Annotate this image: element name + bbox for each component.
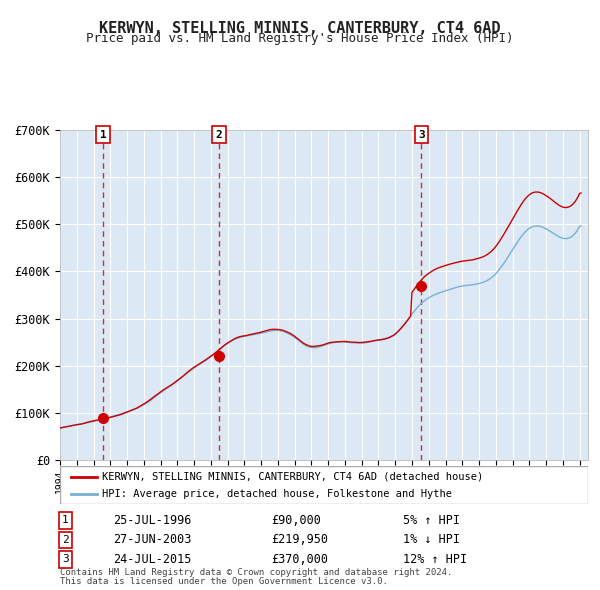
Text: 25-JUL-1996: 25-JUL-1996 bbox=[113, 514, 191, 527]
Text: Contains HM Land Registry data © Crown copyright and database right 2024.: Contains HM Land Registry data © Crown c… bbox=[60, 568, 452, 577]
Text: 3: 3 bbox=[62, 555, 68, 564]
Text: £370,000: £370,000 bbox=[271, 553, 328, 566]
Text: KERWYN, STELLING MINNIS, CANTERBURY, CT4 6AD (detached house): KERWYN, STELLING MINNIS, CANTERBURY, CT4… bbox=[102, 472, 484, 482]
Text: 24-JUL-2015: 24-JUL-2015 bbox=[113, 553, 191, 566]
Text: 1: 1 bbox=[62, 516, 68, 525]
Text: 1% ↓ HPI: 1% ↓ HPI bbox=[403, 533, 460, 546]
Text: Price paid vs. HM Land Registry's House Price Index (HPI): Price paid vs. HM Land Registry's House … bbox=[86, 32, 514, 45]
Text: £90,000: £90,000 bbox=[271, 514, 321, 527]
Text: 2: 2 bbox=[62, 535, 68, 545]
Text: HPI: Average price, detached house, Folkestone and Hythe: HPI: Average price, detached house, Folk… bbox=[102, 489, 452, 499]
Text: 5% ↑ HPI: 5% ↑ HPI bbox=[403, 514, 460, 527]
Text: KERWYN, STELLING MINNIS, CANTERBURY, CT4 6AD: KERWYN, STELLING MINNIS, CANTERBURY, CT4… bbox=[99, 21, 501, 35]
FancyBboxPatch shape bbox=[60, 466, 588, 504]
Text: 3: 3 bbox=[418, 130, 425, 140]
Text: £219,950: £219,950 bbox=[271, 533, 328, 546]
Text: 27-JUN-2003: 27-JUN-2003 bbox=[113, 533, 191, 546]
Text: This data is licensed under the Open Government Licence v3.0.: This data is licensed under the Open Gov… bbox=[60, 577, 388, 586]
Text: 1: 1 bbox=[100, 130, 106, 140]
Text: 2: 2 bbox=[215, 130, 223, 140]
Text: 12% ↑ HPI: 12% ↑ HPI bbox=[403, 553, 467, 566]
